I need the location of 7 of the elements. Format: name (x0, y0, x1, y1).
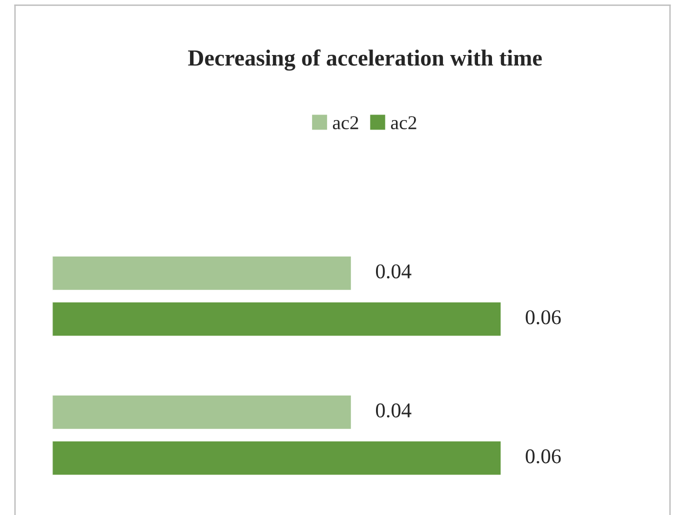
data-label: 0.06 (526, 310, 561, 324)
data-label: 0.06 (526, 449, 561, 464)
chart-title: Decreasing of acceleration with time (188, 49, 542, 71)
data-label: 0.04 (376, 403, 412, 418)
legend-label: ac2 (391, 116, 416, 130)
data-label: 0.04 (376, 264, 412, 278)
legend-label: ac2 (332, 116, 358, 130)
